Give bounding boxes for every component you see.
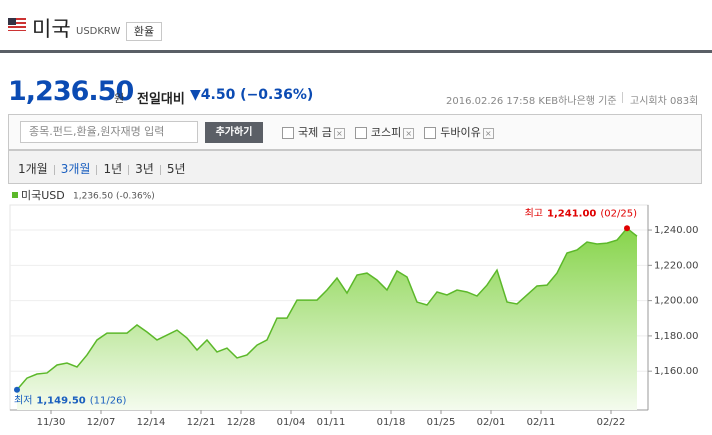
- period-tab[interactable]: 3년: [135, 162, 154, 176]
- quote-round: 고시회차 083회: [630, 96, 699, 107]
- tab-separator: [53, 164, 55, 175]
- y-tick-label: 1,200.00: [654, 296, 699, 307]
- low-value: 1,149.50: [36, 396, 85, 407]
- low-label: 최저: [14, 395, 32, 407]
- option-label: 두바이유: [440, 126, 481, 139]
- x-tick-label: 01/18: [377, 417, 406, 428]
- period-tab[interactable]: 3개월: [60, 162, 91, 176]
- remove-icon[interactable]: ×: [333, 127, 345, 139]
- remove-icon[interactable]: ×: [403, 127, 415, 139]
- divider: [0, 50, 712, 53]
- tab-bar: [8, 150, 702, 184]
- x-tick-label: 12/07: [87, 417, 116, 428]
- x-tick-label: 02/11: [527, 417, 556, 428]
- x-tick-label: 12/28: [227, 417, 256, 428]
- change: ▼4.50 (−0.36%): [190, 87, 314, 103]
- high-date: (02/25): [600, 208, 637, 219]
- price: 1,236.50: [8, 76, 134, 107]
- search-input[interactable]: 종목.펀드,환율,원자재명 입력: [20, 121, 198, 143]
- x-tick-label: 01/04: [277, 417, 306, 428]
- high-annotation: 최고 1,241.00 (02/25): [525, 207, 637, 219]
- page-title: 미국: [32, 17, 71, 41]
- checkbox[interactable]: [282, 127, 294, 139]
- period-tabs: 1개월 3개월 1년 3년 5년: [18, 160, 186, 177]
- x-tick-label: 12/14: [137, 417, 166, 428]
- legend-swatch: [12, 192, 18, 198]
- change-label: 전일대비: [137, 92, 185, 107]
- compare-option[interactable]: 두바이유 ×: [424, 126, 494, 139]
- tab-separator: [159, 164, 161, 175]
- y-tick-label: 1,160.00: [654, 366, 699, 377]
- high-value: 1,241.00: [547, 208, 596, 219]
- tab-separator: [128, 164, 130, 175]
- y-tick-label: 1,180.00: [654, 331, 699, 342]
- x-tick-label: 02/22: [597, 417, 626, 428]
- low-marker: [14, 386, 20, 393]
- code: USDKRW: [76, 26, 121, 37]
- period-tab[interactable]: 5년: [166, 162, 186, 176]
- option-label: 국제 금: [298, 126, 332, 139]
- x-tick-label: 11/30: [37, 417, 66, 428]
- x-tick-label: 01/25: [427, 417, 456, 428]
- legend-name: 미국USD: [21, 189, 65, 202]
- price-unit: 원: [114, 92, 125, 105]
- legend-value: 1,236.50 (-0.36%): [73, 192, 155, 202]
- y-tick-label: 1,240.00: [654, 225, 699, 236]
- checkbox[interactable]: [424, 127, 437, 139]
- remove-icon[interactable]: ×: [482, 127, 494, 139]
- tab-separator: [96, 164, 98, 175]
- x-tick-label: 02/01: [477, 417, 506, 428]
- high-marker: [624, 225, 630, 232]
- quote-meta: 2016.02.26 17:58 KEB하나은행 기준: [446, 96, 617, 107]
- separator: [622, 92, 623, 103]
- area-fill: [17, 228, 637, 410]
- low-date: (11/26): [90, 396, 127, 407]
- compare-option[interactable]: 국제 금 ×: [282, 126, 345, 139]
- y-tick-label: 1,220.00: [654, 260, 699, 271]
- period-tab[interactable]: 1년: [103, 162, 123, 176]
- low-annotation: 최저 1,149.50 (11/26): [14, 395, 126, 407]
- option-label: 코스피: [370, 126, 402, 139]
- x-tick-label: 12/21: [187, 417, 216, 428]
- high-label: 최고: [525, 207, 543, 219]
- period-tab[interactable]: 1개월: [18, 162, 48, 176]
- add-button[interactable]: 추가하기: [205, 122, 263, 143]
- compare-options: 국제 금 × 코스피 × 두바이유 ×: [282, 124, 504, 140]
- checkbox[interactable]: [354, 127, 367, 139]
- rate-button[interactable]: 환율: [126, 22, 162, 41]
- x-tick-label: 01/11: [317, 417, 346, 428]
- flag-icon: [8, 18, 26, 31]
- compare-option[interactable]: 코스피 ×: [354, 126, 415, 139]
- line: [16, 227, 638, 391]
